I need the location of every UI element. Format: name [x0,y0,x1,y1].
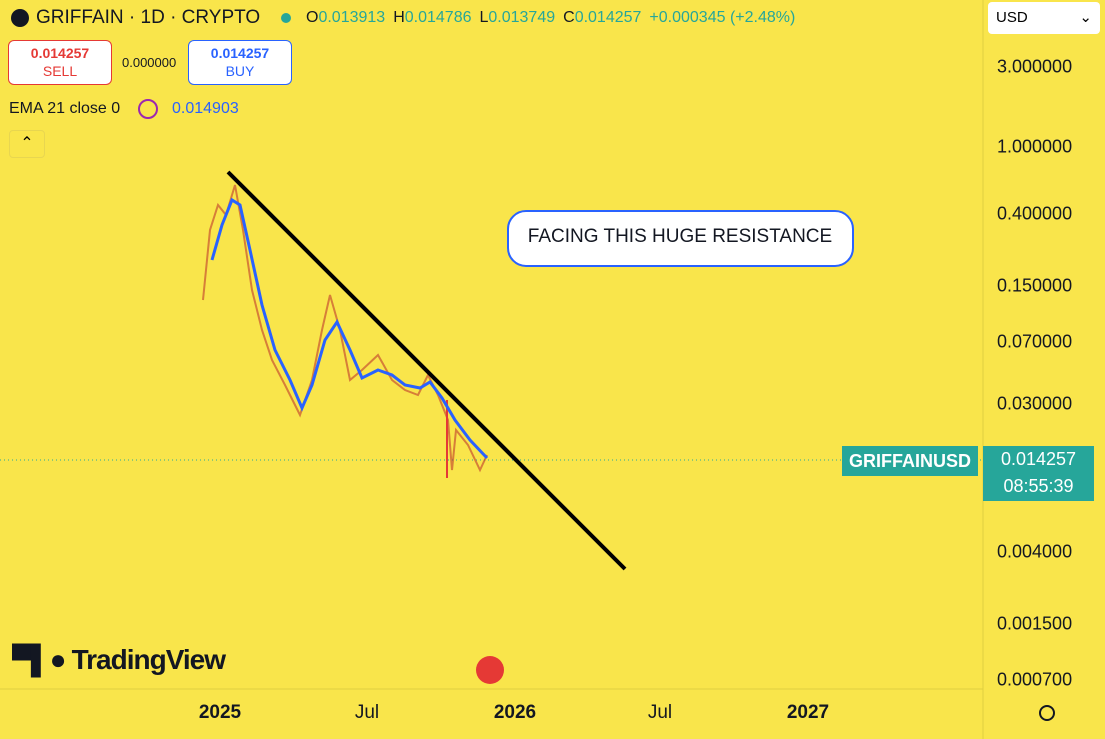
settings-icon[interactable] [1039,705,1055,721]
indicator-value: 0.014903 [172,100,239,117]
ohlc-key: L [479,9,489,26]
time-label: 2025 [198,702,242,723]
price-label: 0.400000 [997,203,1073,224]
symbol-icon [11,9,29,27]
ohlc-value: 0.013913 [318,9,386,26]
currency: USD [996,9,1028,26]
time-label: Jul [647,702,673,723]
price-label: 0.070000 [997,331,1073,352]
last-price: 0.014257 [1000,449,1077,469]
ohlc: O0.013913 H0.014786 L0.013749 C0.014257 +0.0… [306,9,795,27]
time-label: 2027 [786,702,830,723]
currency-select[interactable]: USD ⌄ [988,2,1100,34]
buy-price: 0.014257 [210,45,270,61]
time-label: 2026 [493,702,537,723]
price-label: 1.000000 [997,136,1073,157]
buy-button[interactable]: 0.014257 BUY [188,40,292,85]
price-label: 0.000700 [997,669,1073,690]
buy-label: BUY [225,63,255,79]
annotation: FACING THIS HUGE RESISTANCE [527,226,833,247]
ohlc-key: C [563,9,575,26]
callout-box [507,210,854,267]
price-badge: 0.014257 08:55:39 [983,446,1094,501]
collapse-button[interactable]: ⌃ [9,130,45,158]
trend-line [226,170,627,571]
ohlc-value: 0.013749 [488,9,556,26]
logo: ▀▌● TradingView [12,644,226,675]
indicator-name[interactable]: EMA 21 close 0 [9,100,121,117]
countdown: 08:55:39 [1003,476,1074,496]
price-label: 3.000000 [997,56,1073,77]
flag-icon [476,656,504,684]
time-label: Jul [354,702,380,723]
symbol-badge: GRIFFAINUSD [842,446,978,476]
ema-line [210,197,489,460]
symbol-title[interactable]: GRIFFAIN · 1D · CRYPTO [36,7,261,28]
sell-label: SELL [42,63,78,79]
ohlc-change: +0.000345 (+2.48%) [649,9,796,26]
ohlc-value: 0.014786 [404,9,472,26]
logo-text: TradingView [71,644,226,675]
status-dot [281,13,291,23]
spread: 0.000000 [122,55,177,70]
sell-price: 0.014257 [30,45,90,61]
price-label: 0.030000 [997,393,1073,414]
ohlc-value: 0.014257 [574,9,642,26]
price-label: 0.001500 [997,613,1073,634]
ohlc-key: H [393,9,405,26]
price-label: 0.150000 [997,275,1073,296]
indicator-icon [138,99,158,119]
price-label: 0.004000 [997,541,1073,562]
sell-button[interactable]: 0.014257 SELL [8,40,112,85]
ohlc-key: O [306,9,319,26]
